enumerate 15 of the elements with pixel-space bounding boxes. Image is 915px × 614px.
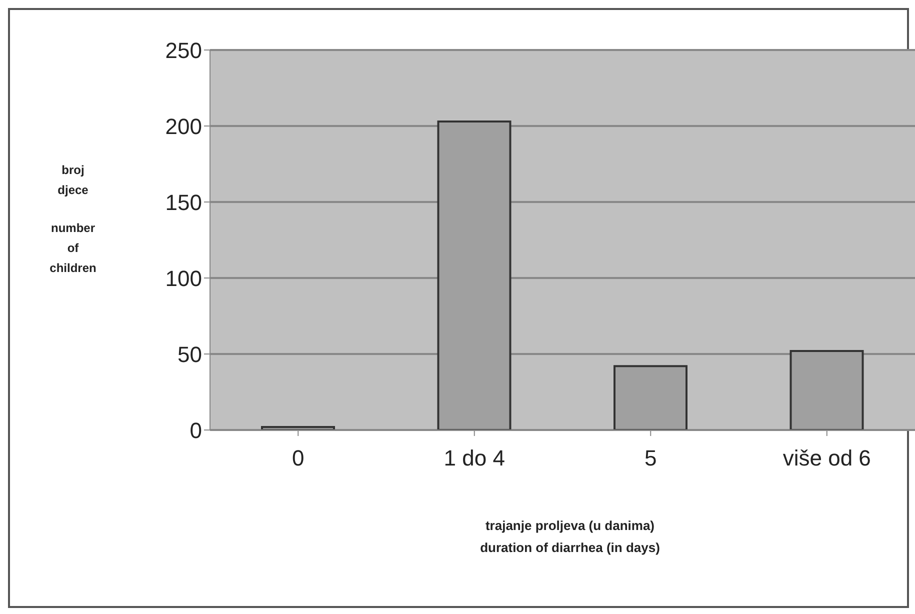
x-tick-label: 0 [292,446,304,471]
y-tick-label: 250 [165,38,202,63]
x-axis-title: trajanje proljeva (u danima) duration of diarrhea (in days) [479,517,661,557]
bar [790,350,864,430]
bar [614,365,688,430]
y-tick-label: 200 [165,114,202,139]
x-tick-label: više od 6 [782,446,871,471]
x-tick-label: 1 do 4 [444,446,505,471]
y-tick-label: 150 [165,190,202,215]
bar [437,120,512,430]
y-tick-label: 50 [178,342,202,367]
y-tick-label: 100 [165,266,202,291]
text: broj djece number of children [50,163,96,275]
x-tick-label: 5 [644,446,657,471]
y-tick-label: 0 [190,418,202,443]
